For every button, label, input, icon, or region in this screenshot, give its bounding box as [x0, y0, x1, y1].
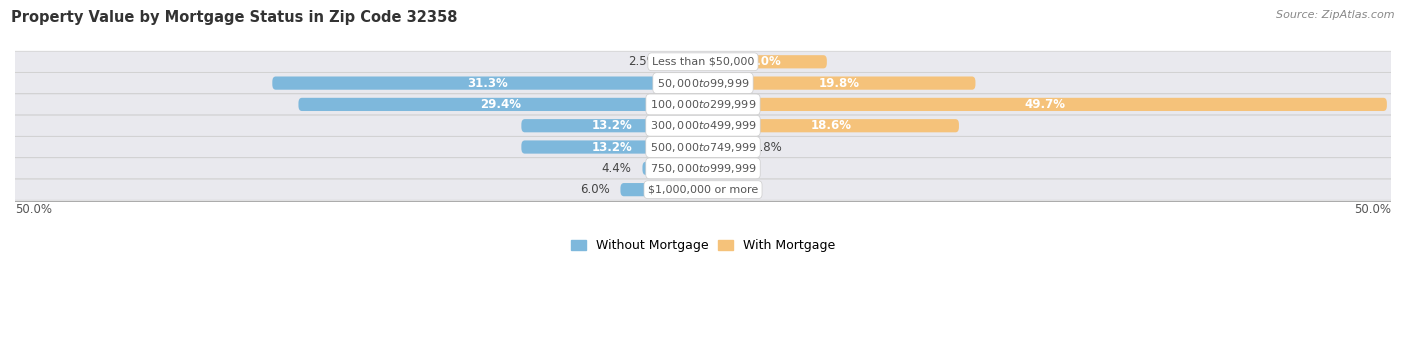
FancyBboxPatch shape [522, 140, 703, 154]
Text: 19.8%: 19.8% [818, 76, 859, 90]
Text: Less than $50,000: Less than $50,000 [652, 57, 754, 67]
FancyBboxPatch shape [8, 51, 1398, 72]
Text: Property Value by Mortgage Status in Zip Code 32358: Property Value by Mortgage Status in Zip… [11, 10, 458, 25]
FancyBboxPatch shape [8, 115, 1398, 136]
Text: 2.5%: 2.5% [628, 55, 658, 68]
FancyBboxPatch shape [703, 140, 741, 154]
Text: 50.0%: 50.0% [1354, 203, 1391, 216]
Text: 9.0%: 9.0% [748, 55, 782, 68]
FancyBboxPatch shape [8, 136, 1398, 157]
Text: 49.7%: 49.7% [1025, 98, 1066, 111]
Text: Source: ZipAtlas.com: Source: ZipAtlas.com [1277, 10, 1395, 20]
FancyBboxPatch shape [669, 55, 703, 68]
Text: 6.0%: 6.0% [579, 183, 609, 196]
FancyBboxPatch shape [8, 72, 1398, 94]
FancyBboxPatch shape [8, 94, 1398, 115]
Text: 50.0%: 50.0% [15, 203, 52, 216]
Text: $100,000 to $299,999: $100,000 to $299,999 [650, 98, 756, 111]
Text: 18.6%: 18.6% [810, 119, 852, 132]
Text: 0.0%: 0.0% [714, 183, 744, 196]
Text: 2.8%: 2.8% [752, 140, 782, 154]
Text: $1,000,000 or more: $1,000,000 or more [648, 185, 758, 194]
FancyBboxPatch shape [703, 98, 1386, 111]
FancyBboxPatch shape [643, 162, 703, 175]
FancyBboxPatch shape [703, 55, 827, 68]
FancyBboxPatch shape [298, 98, 703, 111]
Text: 29.4%: 29.4% [481, 98, 522, 111]
Text: 13.2%: 13.2% [592, 119, 633, 132]
Text: $50,000 to $99,999: $50,000 to $99,999 [657, 76, 749, 90]
FancyBboxPatch shape [703, 119, 959, 132]
FancyBboxPatch shape [273, 76, 703, 90]
FancyBboxPatch shape [8, 179, 1398, 200]
FancyBboxPatch shape [620, 183, 703, 196]
Text: $750,000 to $999,999: $750,000 to $999,999 [650, 162, 756, 175]
Legend: Without Mortgage, With Mortgage: Without Mortgage, With Mortgage [565, 235, 841, 257]
Text: 0.0%: 0.0% [714, 162, 744, 175]
FancyBboxPatch shape [8, 158, 1398, 179]
Text: 4.4%: 4.4% [602, 162, 631, 175]
Text: $500,000 to $749,999: $500,000 to $749,999 [650, 140, 756, 154]
FancyBboxPatch shape [522, 119, 703, 132]
FancyBboxPatch shape [703, 76, 976, 90]
Text: $300,000 to $499,999: $300,000 to $499,999 [650, 119, 756, 132]
Text: 31.3%: 31.3% [467, 76, 508, 90]
Text: 13.2%: 13.2% [592, 140, 633, 154]
